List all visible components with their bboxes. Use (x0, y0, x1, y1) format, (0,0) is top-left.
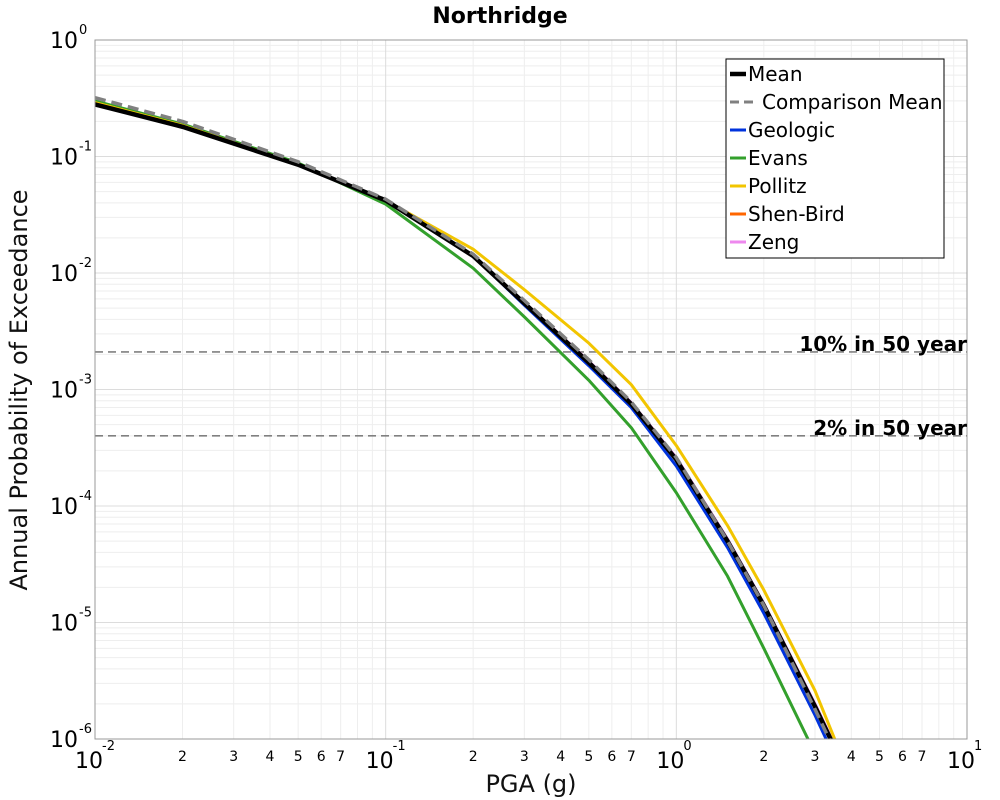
x-tick-label-exponent: -2 (102, 739, 115, 754)
x-minor-tick-label: 3 (811, 749, 820, 765)
x-minor-tick-label: 7 (336, 749, 345, 765)
plot-frame (94, 39, 968, 740)
legend-label: Pollitz (748, 174, 807, 198)
x-tick-label-base: 10 (656, 749, 684, 774)
y-axis-label: Annual Probability of Exceedance (5, 189, 33, 590)
x-tick-label-exponent: 1 (974, 739, 982, 754)
y-tick-label-exponent: -5 (79, 606, 92, 621)
x-minor-tick-label: 2 (759, 749, 768, 765)
y-tick-label-base: 10 (50, 146, 78, 171)
x-minor-tick-label: 6 (607, 749, 616, 765)
x-tick-label-base: 10 (947, 749, 975, 774)
x-minor-tick-label: 2 (178, 749, 187, 765)
y-tick-label-exponent: -6 (79, 722, 92, 737)
reference-line-label: 2% in 50 year (813, 416, 967, 440)
legend-label: Shen-Bird (748, 202, 845, 226)
x-minor-tick-label: 6 (898, 749, 907, 765)
legend-label: Comparison Mean (762, 90, 943, 114)
x-tick-label-exponent: 0 (683, 739, 691, 754)
x-minor-tick-label: 4 (847, 749, 856, 765)
series-layer (95, 95, 837, 739)
legend: Mean Comparison Mean Geologic Evans Pollitz S… (725, 58, 945, 259)
y-tick-label-base: 10 (50, 262, 78, 287)
x-minor-tick-label: 7 (918, 749, 927, 765)
x-minor-tick-label: 4 (266, 749, 275, 765)
x-tick-label-base: 10 (366, 749, 394, 774)
x-minor-tick-label: 5 (294, 749, 303, 765)
y-tick-label-base: 10 (50, 728, 78, 753)
y-tick-label-base: 10 (50, 495, 78, 520)
chart-title: Northridge (432, 4, 567, 29)
y-tick-label-exponent: -4 (79, 489, 92, 504)
x-minor-tick-label: 5 (875, 749, 884, 765)
x-minor-tick-label: 3 (520, 749, 529, 765)
reference-lines (95, 351, 967, 437)
y-tick-label-exponent: -3 (79, 373, 92, 388)
x-minor-tick-label: 2 (469, 749, 478, 765)
reference-line-labels: 10% in 50 year 2% in 50 year (799, 332, 967, 440)
x-minor-tick-label: 4 (556, 749, 565, 765)
x-tick-label-exponent: -1 (393, 739, 406, 754)
x-minor-tick-label: 3 (229, 749, 238, 765)
y-tick-label-base: 10 (50, 379, 78, 404)
y-tick-label-base: 10 (50, 29, 78, 54)
x-minor-tick-label: 6 (317, 749, 326, 765)
y-tick-label-exponent: 0 (79, 23, 87, 38)
y-tick-label-base: 10 (50, 612, 78, 637)
x-axis-label: PGA (g) (485, 770, 576, 798)
legend-label: Zeng (748, 230, 799, 254)
x-minor-tick-label: 5 (584, 749, 593, 765)
legend-box (725, 58, 945, 259)
y-tick-label-exponent: -2 (79, 256, 92, 271)
reference-line-label: 10% in 50 year (799, 332, 967, 356)
legend-label: Geologic (748, 118, 835, 142)
y-tick-label-exponent: -1 (79, 140, 92, 155)
x-minor-tick-label: 7 (627, 749, 636, 765)
legend-label: Evans (748, 146, 808, 170)
legend-label: Mean (748, 62, 803, 86)
series-line-comparison-mean (95, 95, 832, 739)
x-tick-label-base: 10 (75, 749, 103, 774)
